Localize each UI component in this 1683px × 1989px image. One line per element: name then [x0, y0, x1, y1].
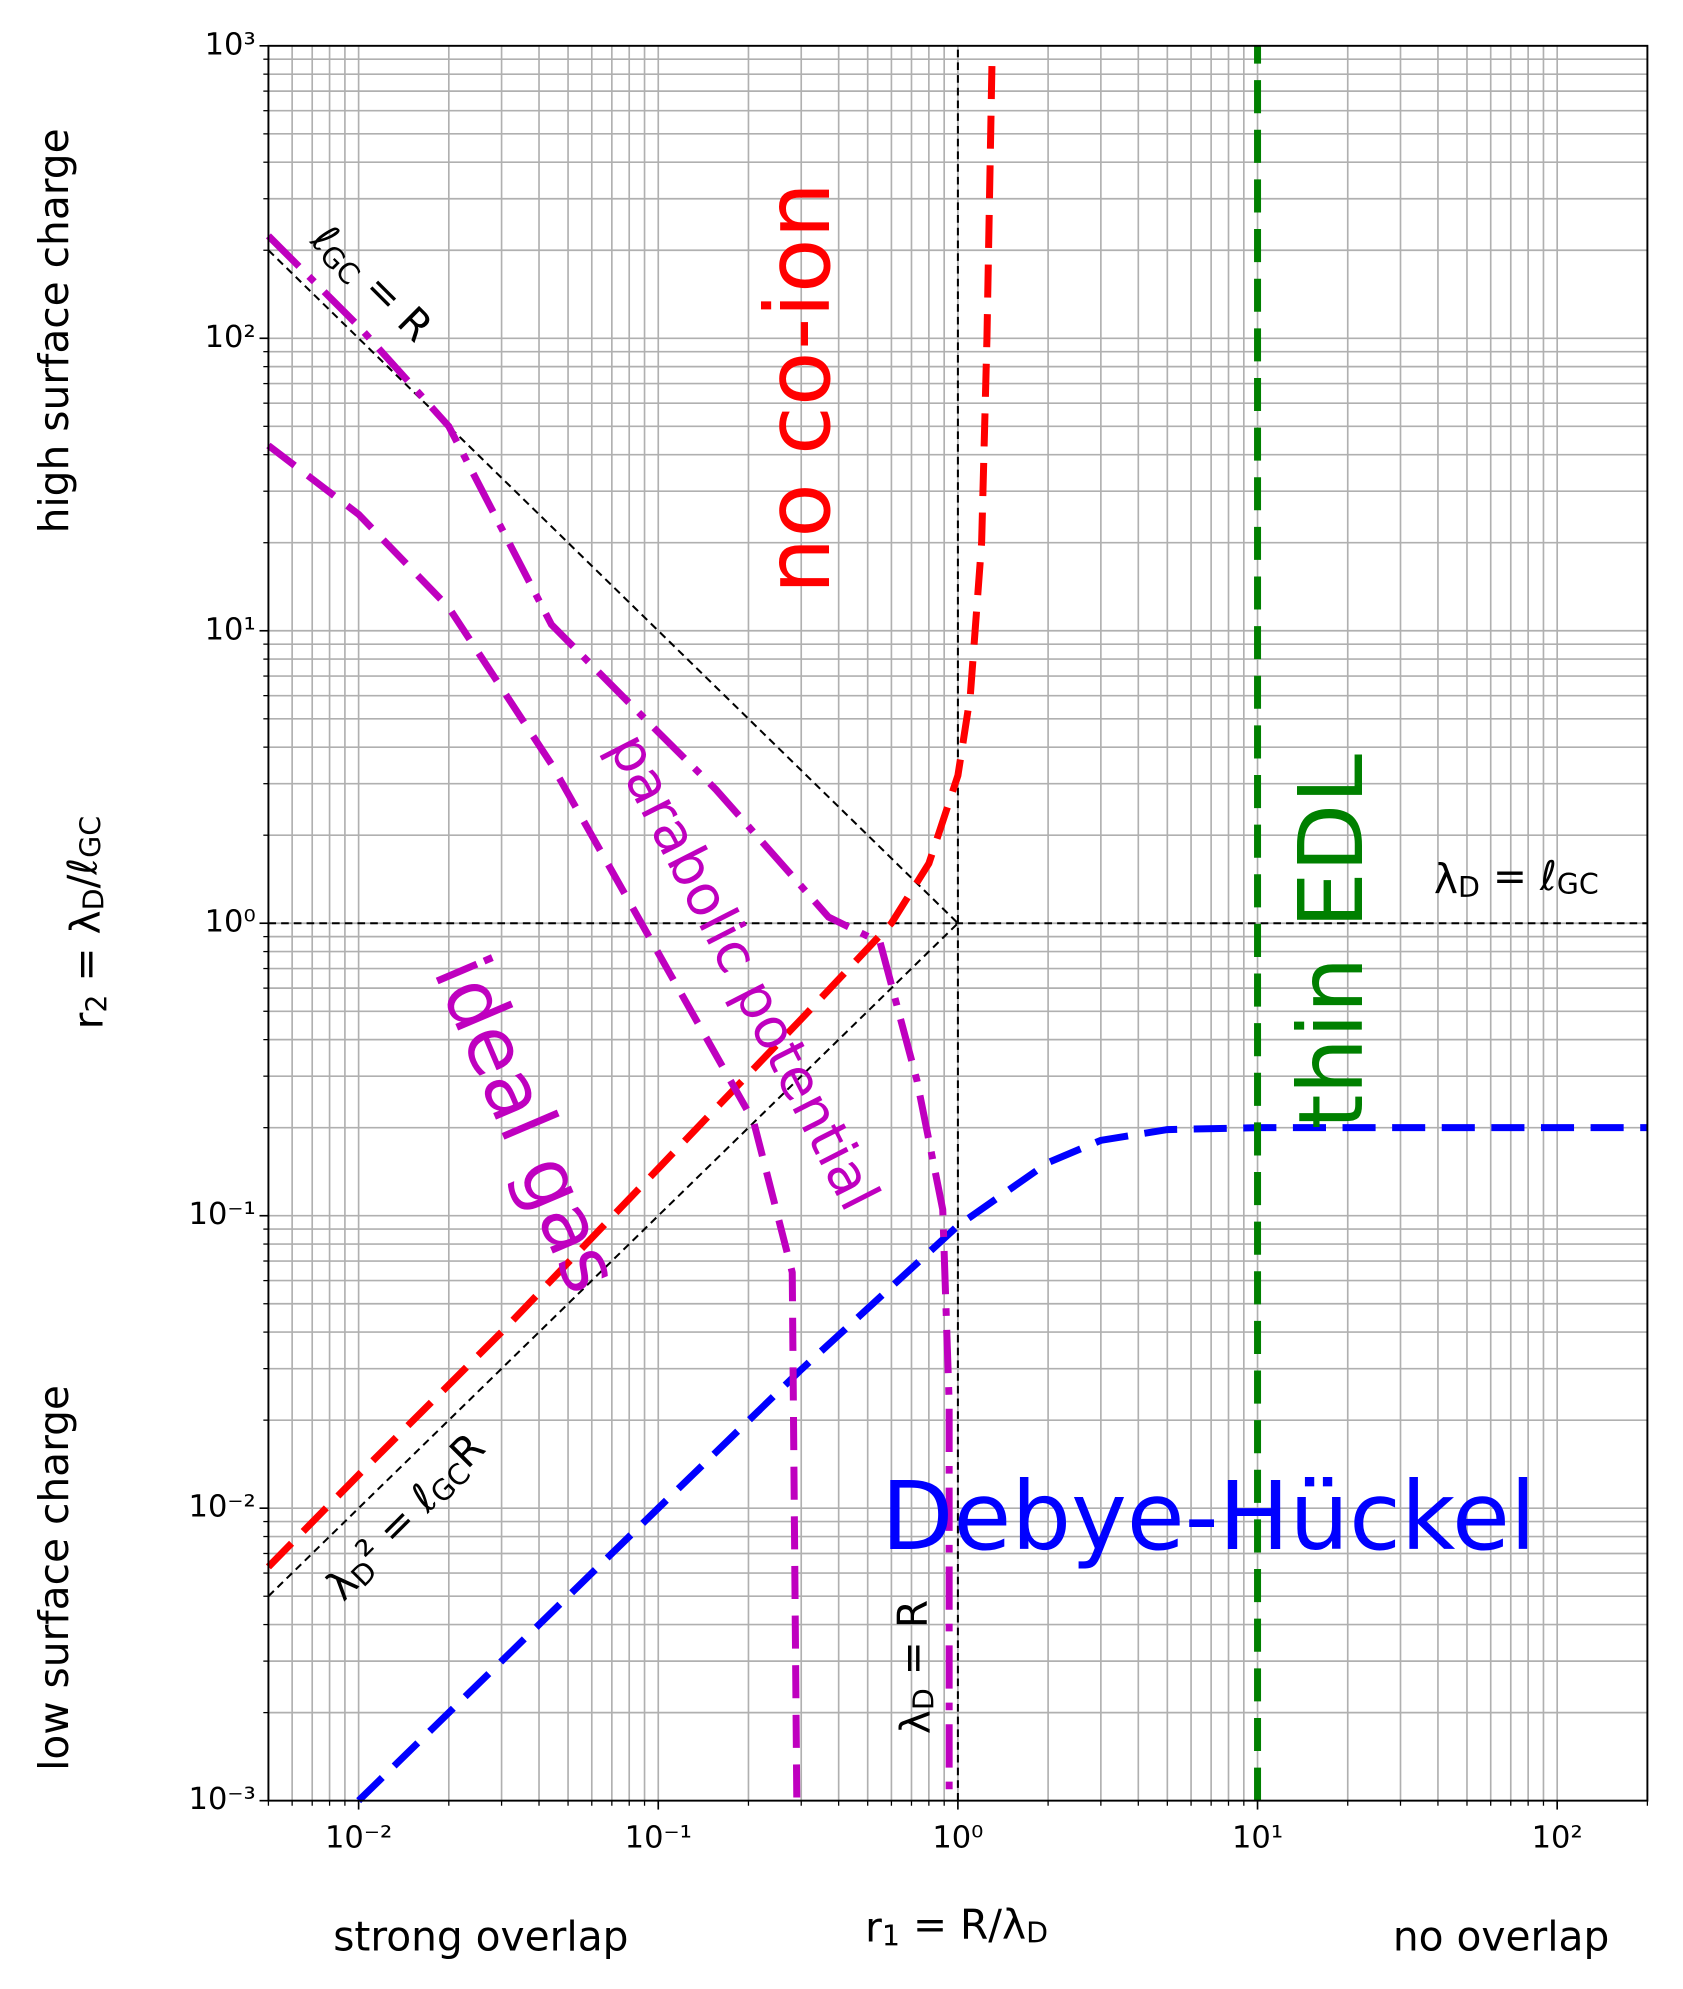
curve [265, 233, 953, 1801]
plot-frame [267, 44, 1649, 1802]
text-part: r [865, 1903, 882, 1951]
y-tick-label: 10² [205, 320, 256, 355]
subscript: 2 [81, 994, 114, 1012]
x-tick-label: 10¹ [1232, 1820, 1283, 1855]
text-part: parabolic potential [595, 723, 891, 1221]
text-part: = R/λ [900, 1900, 1026, 1948]
text-part: no co-ion [748, 182, 852, 594]
side-label: low surface charge [30, 1385, 78, 1771]
text-part: λ [891, 1710, 939, 1734]
x-axis-label: r1 = R/λD [865, 1900, 1048, 1952]
side-label: strong overlap [333, 1912, 628, 1960]
curve [266, 442, 801, 1801]
y-tick-label: 10³ [205, 27, 256, 62]
reference-line [267, 922, 959, 1597]
x-tick-label: 10⁰ [932, 1820, 983, 1855]
text-part: = R [888, 1600, 936, 1688]
annotation: parabolic potential [595, 723, 891, 1221]
subscript: D [78, 888, 111, 910]
x-tick-label: 10⁻² [325, 1820, 392, 1855]
side-label: high surface charge [30, 128, 78, 533]
annotation: λD = ℓGC [1434, 852, 1599, 904]
subscript: D [1026, 1917, 1048, 1950]
text-part: /ℓ [58, 858, 106, 889]
reference-line [267, 249, 959, 924]
annotation: λD = R [888, 1600, 940, 1734]
text-part: λ [1434, 855, 1458, 903]
x-tick-label: 10² [1532, 1820, 1583, 1855]
y-tick-label: 10⁻³ [189, 1782, 256, 1817]
text-part: = ℓ [1480, 852, 1557, 900]
side-label: no overlap [1393, 1912, 1609, 1960]
plot-lines [265, 45, 1648, 1804]
y-tick-label: 10⁻² [189, 1490, 256, 1525]
x-tick-label: 10⁻¹ [625, 1820, 692, 1855]
subscript: GC [75, 816, 108, 858]
y-axis-label: r2 = λD/ℓGC [58, 816, 113, 1029]
annotation: thin EDL [1281, 754, 1385, 1130]
y-tick-label: 10¹ [205, 612, 256, 647]
text-part: = λ [62, 910, 110, 994]
text-part: r [65, 1012, 113, 1029]
annotation: Debye-Hückel [881, 1463, 1536, 1572]
annotation: ℓGC = R [301, 212, 443, 354]
subscript: D [908, 1688, 941, 1710]
annotation: no co-ion [748, 182, 852, 594]
labels: 10⁻² 10⁻¹ 10⁰ 10¹ 10² 10⁻³ 10⁻² 10⁻¹ 10⁰ 10¹ 10² 10… [30, 27, 1609, 1960]
y-tick-label: 10⁰ [205, 905, 256, 940]
subscript: 1 [882, 1920, 900, 1953]
curve [356, 1124, 1648, 1804]
y-tick-label: 10⁻¹ [189, 1197, 256, 1232]
subscript: GC [1557, 868, 1599, 901]
annotation: λD² = ℓGCR [312, 1423, 499, 1610]
text-part: thin EDL [1281, 754, 1385, 1130]
text-part: Debye-Hückel [881, 1463, 1536, 1572]
subscript: D [1458, 871, 1480, 904]
